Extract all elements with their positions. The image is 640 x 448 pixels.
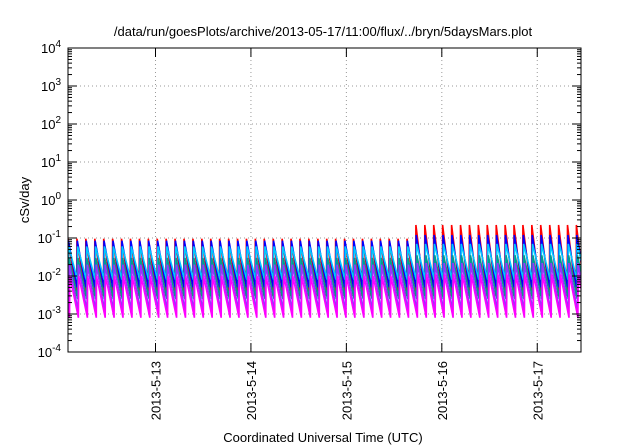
ticks <box>68 47 581 353</box>
y-tick-labels: 10-4 10-3 10-2 10-1 100 101 102 103 104 <box>38 39 62 360</box>
y-axis-label: cSv/day <box>17 176 32 223</box>
x-tick-labels: 2013-5-13 2013-5-14 2013-5-15 2013-5-16 2013… <box>148 361 545 420</box>
chart-title: /data/run/goesPlots/archive/2013-05-17/1… <box>114 24 533 39</box>
y-tick-label: 10-4 <box>38 343 62 360</box>
x-tick-label: 2013-5-14 <box>244 361 259 420</box>
x-tick-label: 2013-5-13 <box>148 361 163 420</box>
x-tick-label: 2013-5-17 <box>530 361 545 420</box>
y-tick-label: 10-1 <box>38 229 62 246</box>
y-tick-label: 104 <box>41 39 61 56</box>
x-tick-label: 2013-5-15 <box>339 361 354 420</box>
x-tick-label: 2013-5-16 <box>435 361 450 420</box>
series-line <box>68 274 581 318</box>
y-tick-label: 10-3 <box>38 305 62 322</box>
x-axis-label: Coordinated Universal Time (UTC) <box>223 430 422 445</box>
y-tick-label: 100 <box>41 191 61 208</box>
series-group <box>68 224 581 318</box>
y-tick-label: 103 <box>41 77 61 94</box>
y-tick-label: 102 <box>41 115 61 132</box>
y-tick-label: 101 <box>41 153 61 170</box>
y-tick-label: 10-2 <box>38 267 62 284</box>
